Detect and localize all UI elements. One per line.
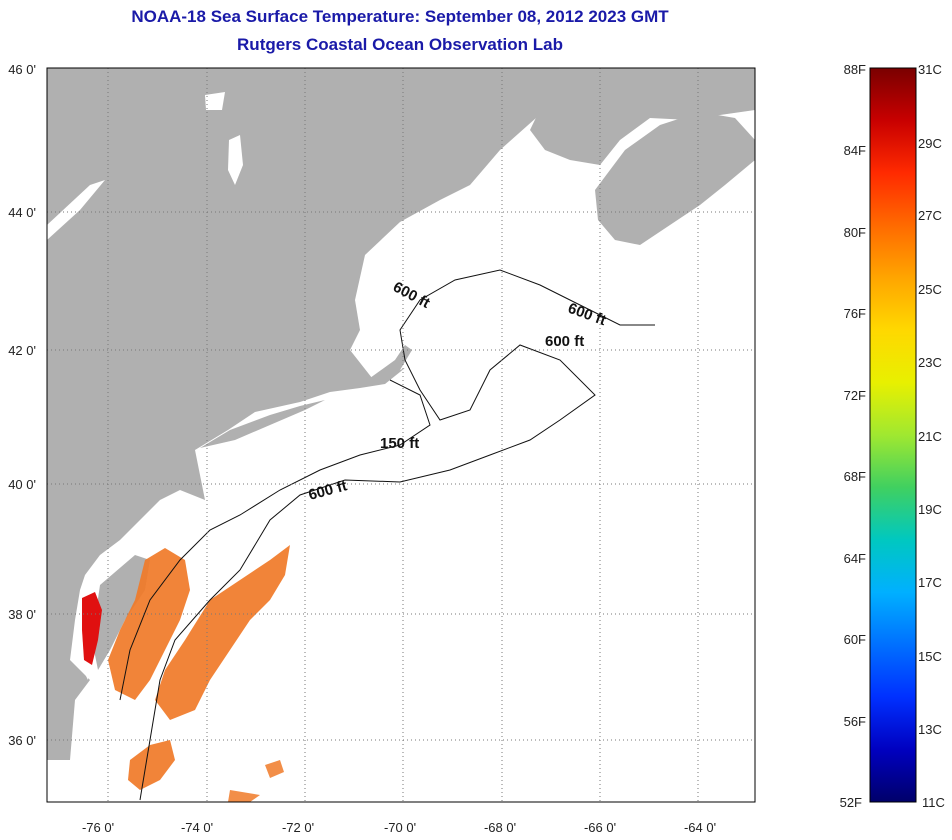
map-title: NOAA-18 Sea Surface Temperature: Septemb… [131, 7, 669, 26]
contour-label: 150 ft [380, 435, 419, 452]
colorbar-f-label: 52F [840, 795, 862, 810]
land-new-brunswick [530, 68, 755, 165]
colorbar-c-label: 15C [918, 649, 942, 664]
contour-150ft [119, 379, 431, 701]
lat-label: 46 0' [8, 62, 36, 77]
colorbar-c-label: 17C [918, 575, 942, 590]
colorbar-c-label: 25C [918, 282, 942, 297]
colorbar-f-label: 88F [844, 62, 866, 77]
sst-patch-offshore [155, 545, 290, 720]
colorbar-f-label: 64F [844, 551, 866, 566]
colorbar-f-label: 80F [844, 225, 866, 240]
colorbar-c-label: 11C [922, 795, 945, 810]
sst-patch-chesapeake-hot [82, 592, 102, 665]
land-delmarva [92, 555, 150, 670]
longitude-labels: -76 0' -74 0' -72 0' -70 0' -68 0' -66 0… [82, 820, 716, 835]
colorbar-c-label: 31C [918, 62, 942, 77]
colorbar-f-label: 76F [844, 306, 866, 321]
colorbar-c-labels: 31C 29C 27C 25C 23C 21C 19C 17C 15C 13C … [918, 62, 945, 810]
colorbar-c-label: 13C [918, 722, 942, 737]
lon-label: -72 0' [282, 820, 314, 835]
land-cape-cod [370, 345, 412, 384]
colorbar-f-labels: 88F 84F 80F 76F 72F 68F 64F 60F 56F 52F [840, 62, 866, 810]
lon-label: -70 0' [384, 820, 416, 835]
lat-label: 44 0' [8, 205, 36, 220]
map-subtitle: Rutgers Coastal Ocean Observation Lab [237, 35, 563, 54]
colorbar-f-label: 56F [844, 714, 866, 729]
lon-label: -68 0' [484, 820, 516, 835]
colorbar-f-label: 68F [844, 469, 866, 484]
lon-label: -66 0' [584, 820, 616, 835]
colorbar-c-label: 19C [918, 502, 942, 517]
lat-label: 38 0' [8, 607, 36, 622]
contour-label: 600 ft [545, 333, 584, 350]
contour-600ft [139, 269, 655, 801]
colorbar-c-label: 27C [918, 208, 942, 223]
colorbar-c-label: 29C [918, 136, 942, 151]
lat-label: 42 0' [8, 343, 36, 358]
land-us-mainland [47, 68, 560, 760]
colorbar-c-label: 23C [918, 355, 942, 370]
sst-patch-far-south [228, 760, 284, 802]
lon-label: -76 0' [82, 820, 114, 835]
lake-shape [47, 180, 105, 240]
lat-label: 36 0' [8, 733, 36, 748]
lake-shape [228, 135, 243, 185]
colorbar [869, 67, 917, 803]
sst-patch-south [128, 740, 175, 790]
lake-shape [205, 92, 225, 110]
lat-label: 40 0' [8, 477, 36, 492]
latitude-labels: 46 0' 44 0' 42 0' 40 0' 38 0' 36 0' [8, 62, 36, 748]
land-long-island [200, 400, 325, 448]
lon-label: -74 0' [181, 820, 213, 835]
colorbar-c-label: 21C [918, 429, 942, 444]
colorbar-f-label: 72F [844, 388, 866, 403]
lon-label: -64 0' [684, 820, 716, 835]
colorbar-f-label: 60F [844, 632, 866, 647]
map-frame [46, 67, 756, 803]
colorbar-f-label: 84F [844, 143, 866, 158]
sst-patch-shelf [108, 548, 190, 700]
